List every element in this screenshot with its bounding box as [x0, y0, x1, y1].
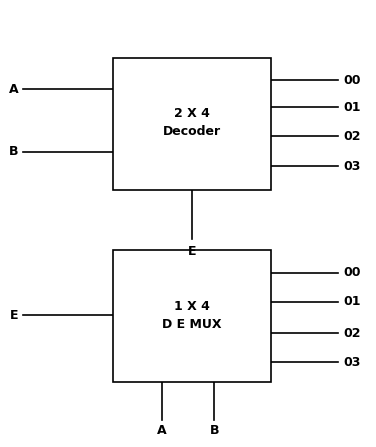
Text: 03: 03: [343, 355, 360, 369]
Text: 01: 01: [343, 101, 361, 114]
Text: 01: 01: [343, 295, 361, 308]
Text: B: B: [209, 424, 219, 437]
Text: D E MUX: D E MUX: [162, 317, 221, 331]
Text: B: B: [9, 145, 19, 159]
Text: E: E: [188, 245, 196, 258]
Text: 02: 02: [343, 130, 361, 143]
Bar: [113, 250, 271, 382]
Text: 00: 00: [343, 74, 361, 87]
Bar: [113, 58, 271, 190]
Text: E: E: [10, 308, 19, 322]
Text: 2 X 4: 2 X 4: [174, 107, 210, 121]
Text: 1 X 4: 1 X 4: [174, 299, 210, 313]
Text: 00: 00: [343, 266, 361, 279]
Text: 03: 03: [343, 160, 360, 173]
Text: Decoder: Decoder: [163, 125, 221, 139]
Text: 02: 02: [343, 326, 361, 340]
Text: A: A: [157, 424, 167, 437]
Text: A: A: [9, 83, 19, 96]
